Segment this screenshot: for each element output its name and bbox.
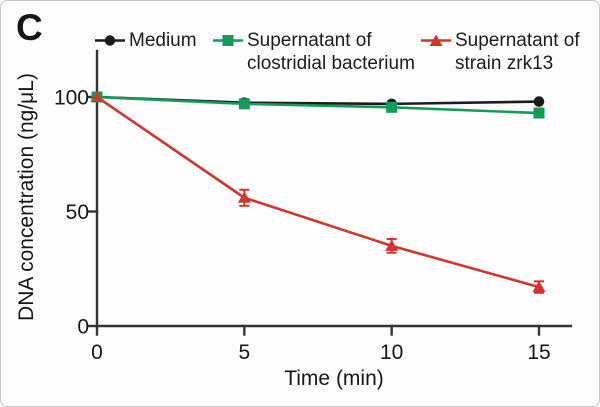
- legend-label-clostridial: Supernatant of clostridial bacterium: [247, 29, 415, 75]
- marker-square: [238, 98, 250, 110]
- marker-triangle: [385, 239, 399, 251]
- legend-label-line: Supernatant of: [455, 30, 580, 51]
- y-axis-label: DNA concentration (ng/μL): [15, 73, 38, 321]
- x-axis-label: Time (min): [284, 367, 384, 390]
- svg-text:100: 100: [54, 87, 89, 110]
- legend-label-medium: Medium: [129, 29, 197, 52]
- legend-label-line: clostridial bacterium: [247, 53, 415, 74]
- series-clostridial: [91, 91, 545, 119]
- medium-line-circle-icon: [95, 35, 125, 46]
- tick-labels: 0 50 100 0 5 10 15: [54, 87, 551, 365]
- marker-circle: [533, 96, 545, 107]
- legend-label-line: Medium: [129, 30, 197, 51]
- marker-square: [386, 101, 398, 113]
- legend-item-clostridial: Supernatant of clostridial bacterium: [213, 29, 415, 75]
- legend-item-zrk13: Supernatant of strain zrk13: [421, 29, 580, 75]
- svg-text:10: 10: [380, 341, 403, 364]
- legend-item-medium: Medium: [95, 29, 197, 52]
- svg-text:50: 50: [66, 201, 89, 224]
- marker-triangle: [237, 191, 251, 203]
- svg-text:0: 0: [91, 341, 103, 364]
- series-line: [96, 95, 540, 115]
- marker-triangle: [532, 280, 546, 293]
- axes: [87, 49, 573, 336]
- svg-text:15: 15: [527, 341, 550, 364]
- legend-label-line: strain zrk13: [455, 53, 554, 74]
- clostridial-line-square-icon: [213, 35, 243, 46]
- svg-text:0: 0: [77, 316, 89, 339]
- legend-label-zrk13: Supernatant of strain zrk13: [455, 29, 580, 75]
- marker-square: [533, 107, 545, 119]
- zrk13-line-triangle-icon: [421, 34, 451, 46]
- marker-triangle: [90, 90, 104, 102]
- svg-text:5: 5: [238, 341, 250, 364]
- panel-label: C: [16, 7, 43, 48]
- series-line: [96, 95, 540, 289]
- series-zrk13: [90, 90, 546, 294]
- legend-label-line: Supernatant of: [247, 30, 372, 51]
